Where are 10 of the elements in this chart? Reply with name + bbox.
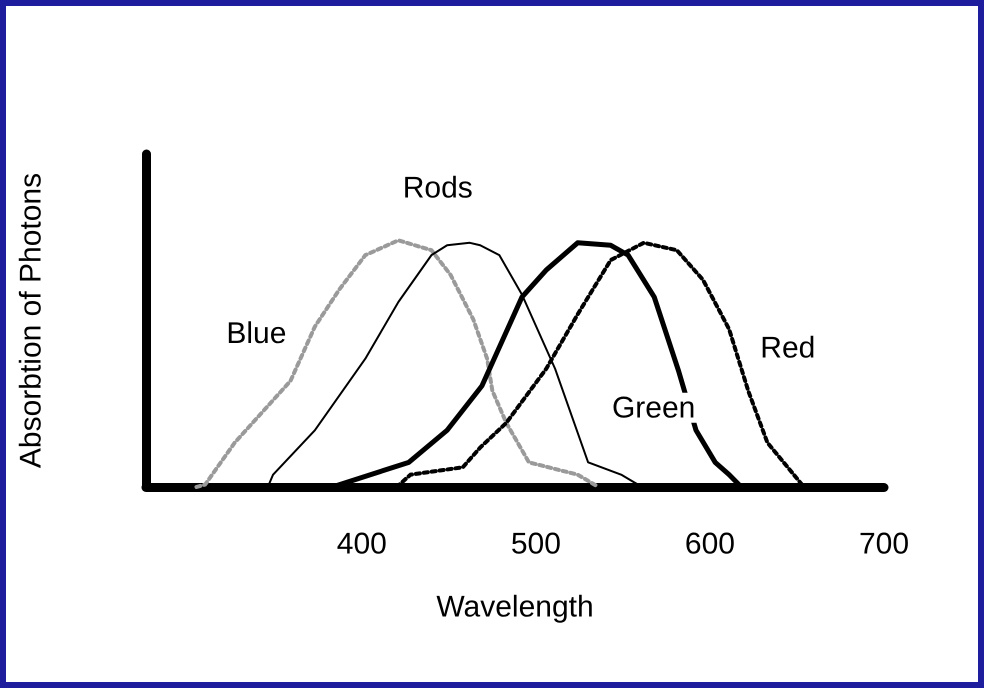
x-tick-label: 400 xyxy=(336,528,387,560)
x-tick-label: 600 xyxy=(684,528,735,560)
series-label: Red xyxy=(760,331,816,364)
series-label: Green xyxy=(612,391,696,424)
series-label: Blue xyxy=(226,316,286,350)
x-tick-label: 700 xyxy=(858,528,910,560)
x-axis-title: Wavelength xyxy=(436,590,594,624)
series-label: Rods xyxy=(402,171,473,204)
y-axis-title: Absorbtion of Photons xyxy=(14,172,48,468)
x-tick-label: 500 xyxy=(510,528,561,560)
